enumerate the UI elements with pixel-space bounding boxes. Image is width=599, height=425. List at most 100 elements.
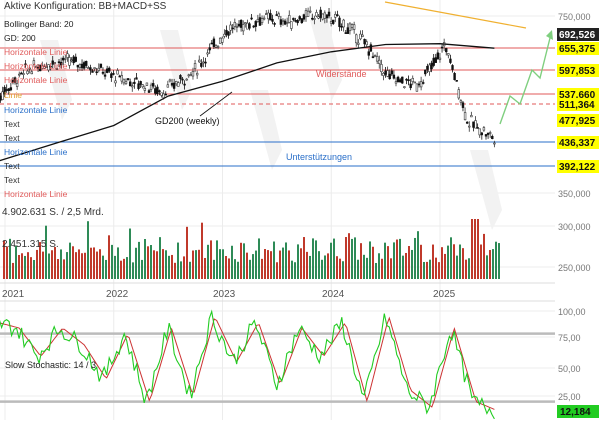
candle-body (82, 62, 86, 69)
candle-body (455, 80, 458, 82)
overlays (0, 1, 553, 162)
candle-body (445, 48, 448, 53)
candle-body (413, 81, 417, 84)
level-tag: 692,526 (557, 28, 599, 41)
text-label[interactable]: Text (4, 119, 20, 129)
stoch-last-value-tag: 12,184 (557, 405, 599, 418)
candle-body (367, 51, 370, 56)
candle-body (357, 42, 360, 45)
candle-body (101, 71, 105, 74)
candle-body (147, 90, 151, 93)
text-label[interactable]: Text (4, 175, 20, 185)
candle-body (0, 95, 2, 101)
candle-body (242, 24, 245, 32)
volume-bar (309, 255, 311, 279)
candle-body (281, 19, 285, 22)
candle-body (369, 44, 373, 52)
candle-body (237, 23, 241, 27)
candle-body (308, 10, 312, 13)
linie-label[interactable]: Linie (4, 90, 22, 100)
volume-bar (459, 244, 461, 279)
candle-body (417, 83, 421, 86)
candle-body (327, 11, 331, 17)
hline-label[interactable]: Horizontale Linie (4, 47, 68, 57)
candle-body (143, 87, 147, 91)
svg-text:511,364: 511,364 (559, 100, 595, 111)
candle-body (141, 84, 144, 88)
candle-body (170, 83, 174, 86)
candle-body (392, 74, 396, 79)
hline-label[interactable]: Horizontale Linie (4, 189, 68, 199)
candle-body (156, 86, 159, 95)
candle-body (346, 27, 350, 34)
candle-body (72, 56, 75, 64)
x-tick: 2021 (2, 289, 25, 300)
candle-body (482, 127, 486, 131)
volume-bar (9, 238, 11, 279)
volume-bar (246, 252, 248, 279)
volume-bar (426, 261, 428, 279)
volume-bar (261, 258, 263, 279)
gd200-pointer (199, 91, 233, 117)
candle-body (325, 14, 329, 19)
volume-bar (351, 238, 353, 279)
volume-bar (51, 250, 53, 279)
candle-body (447, 53, 450, 56)
candle-body (202, 61, 205, 64)
svg-text:655,375: 655,375 (559, 44, 596, 55)
volume-bar (147, 246, 149, 279)
svg-text:12,184: 12,184 (560, 407, 591, 418)
candle-body (206, 52, 209, 55)
candle-body (457, 89, 460, 99)
volume-bar (216, 240, 218, 279)
volume-bar (48, 253, 50, 279)
candle-body (302, 14, 306, 20)
volume-bar (108, 235, 110, 279)
volume-bar (291, 260, 293, 279)
candle-body (472, 121, 475, 128)
stoch-slow-line (0, 316, 495, 410)
candle-body (493, 142, 496, 145)
y-tick: 300,000 (558, 222, 591, 232)
candle-body (407, 79, 410, 82)
candle-body (269, 13, 272, 21)
volume-bar (243, 243, 245, 279)
watermark (40, 20, 502, 230)
volume-bar (462, 248, 464, 279)
volume-bar (96, 251, 98, 279)
text-label[interactable]: Text (4, 161, 20, 171)
hline-label[interactable]: Horizontale Linie (4, 147, 68, 157)
svg-text:477,925: 477,925 (559, 116, 596, 127)
candle-body (179, 75, 182, 80)
candle-body (30, 71, 34, 75)
volume-bar (456, 255, 458, 279)
unterstuetzungen-label: Unterstützungen (286, 152, 352, 162)
volume-bar (174, 262, 176, 279)
candle-body (319, 9, 322, 18)
hline-label[interactable]: Horizontale Linie (4, 75, 68, 85)
volume-bar (435, 257, 437, 279)
volume-bar (384, 242, 386, 279)
candle-body (348, 23, 352, 32)
volume-bar (42, 251, 44, 279)
candle-body (252, 25, 255, 28)
svg-text:392,122: 392,122 (559, 162, 596, 173)
volume-bar (159, 237, 161, 279)
bollinger-label: Bollinger Band: 20 (4, 19, 74, 29)
volume-bar (282, 247, 284, 279)
volume-bar (279, 250, 281, 279)
text-label[interactable]: Text (4, 133, 20, 143)
candle-body (89, 67, 92, 71)
candle-body (451, 65, 454, 70)
volume-bar (381, 258, 383, 279)
hline-label[interactable]: Horizontale Linie (4, 61, 68, 71)
candle-body (262, 17, 266, 20)
candle-body (434, 57, 437, 63)
candle-body (277, 13, 280, 17)
y-tick: 750,000 (558, 12, 591, 22)
candle-body (85, 61, 88, 66)
hline-label[interactable]: Horizontale Linie (4, 105, 68, 115)
volume-bar (33, 260, 35, 279)
candle-body (338, 17, 341, 27)
candle-body (449, 58, 452, 63)
